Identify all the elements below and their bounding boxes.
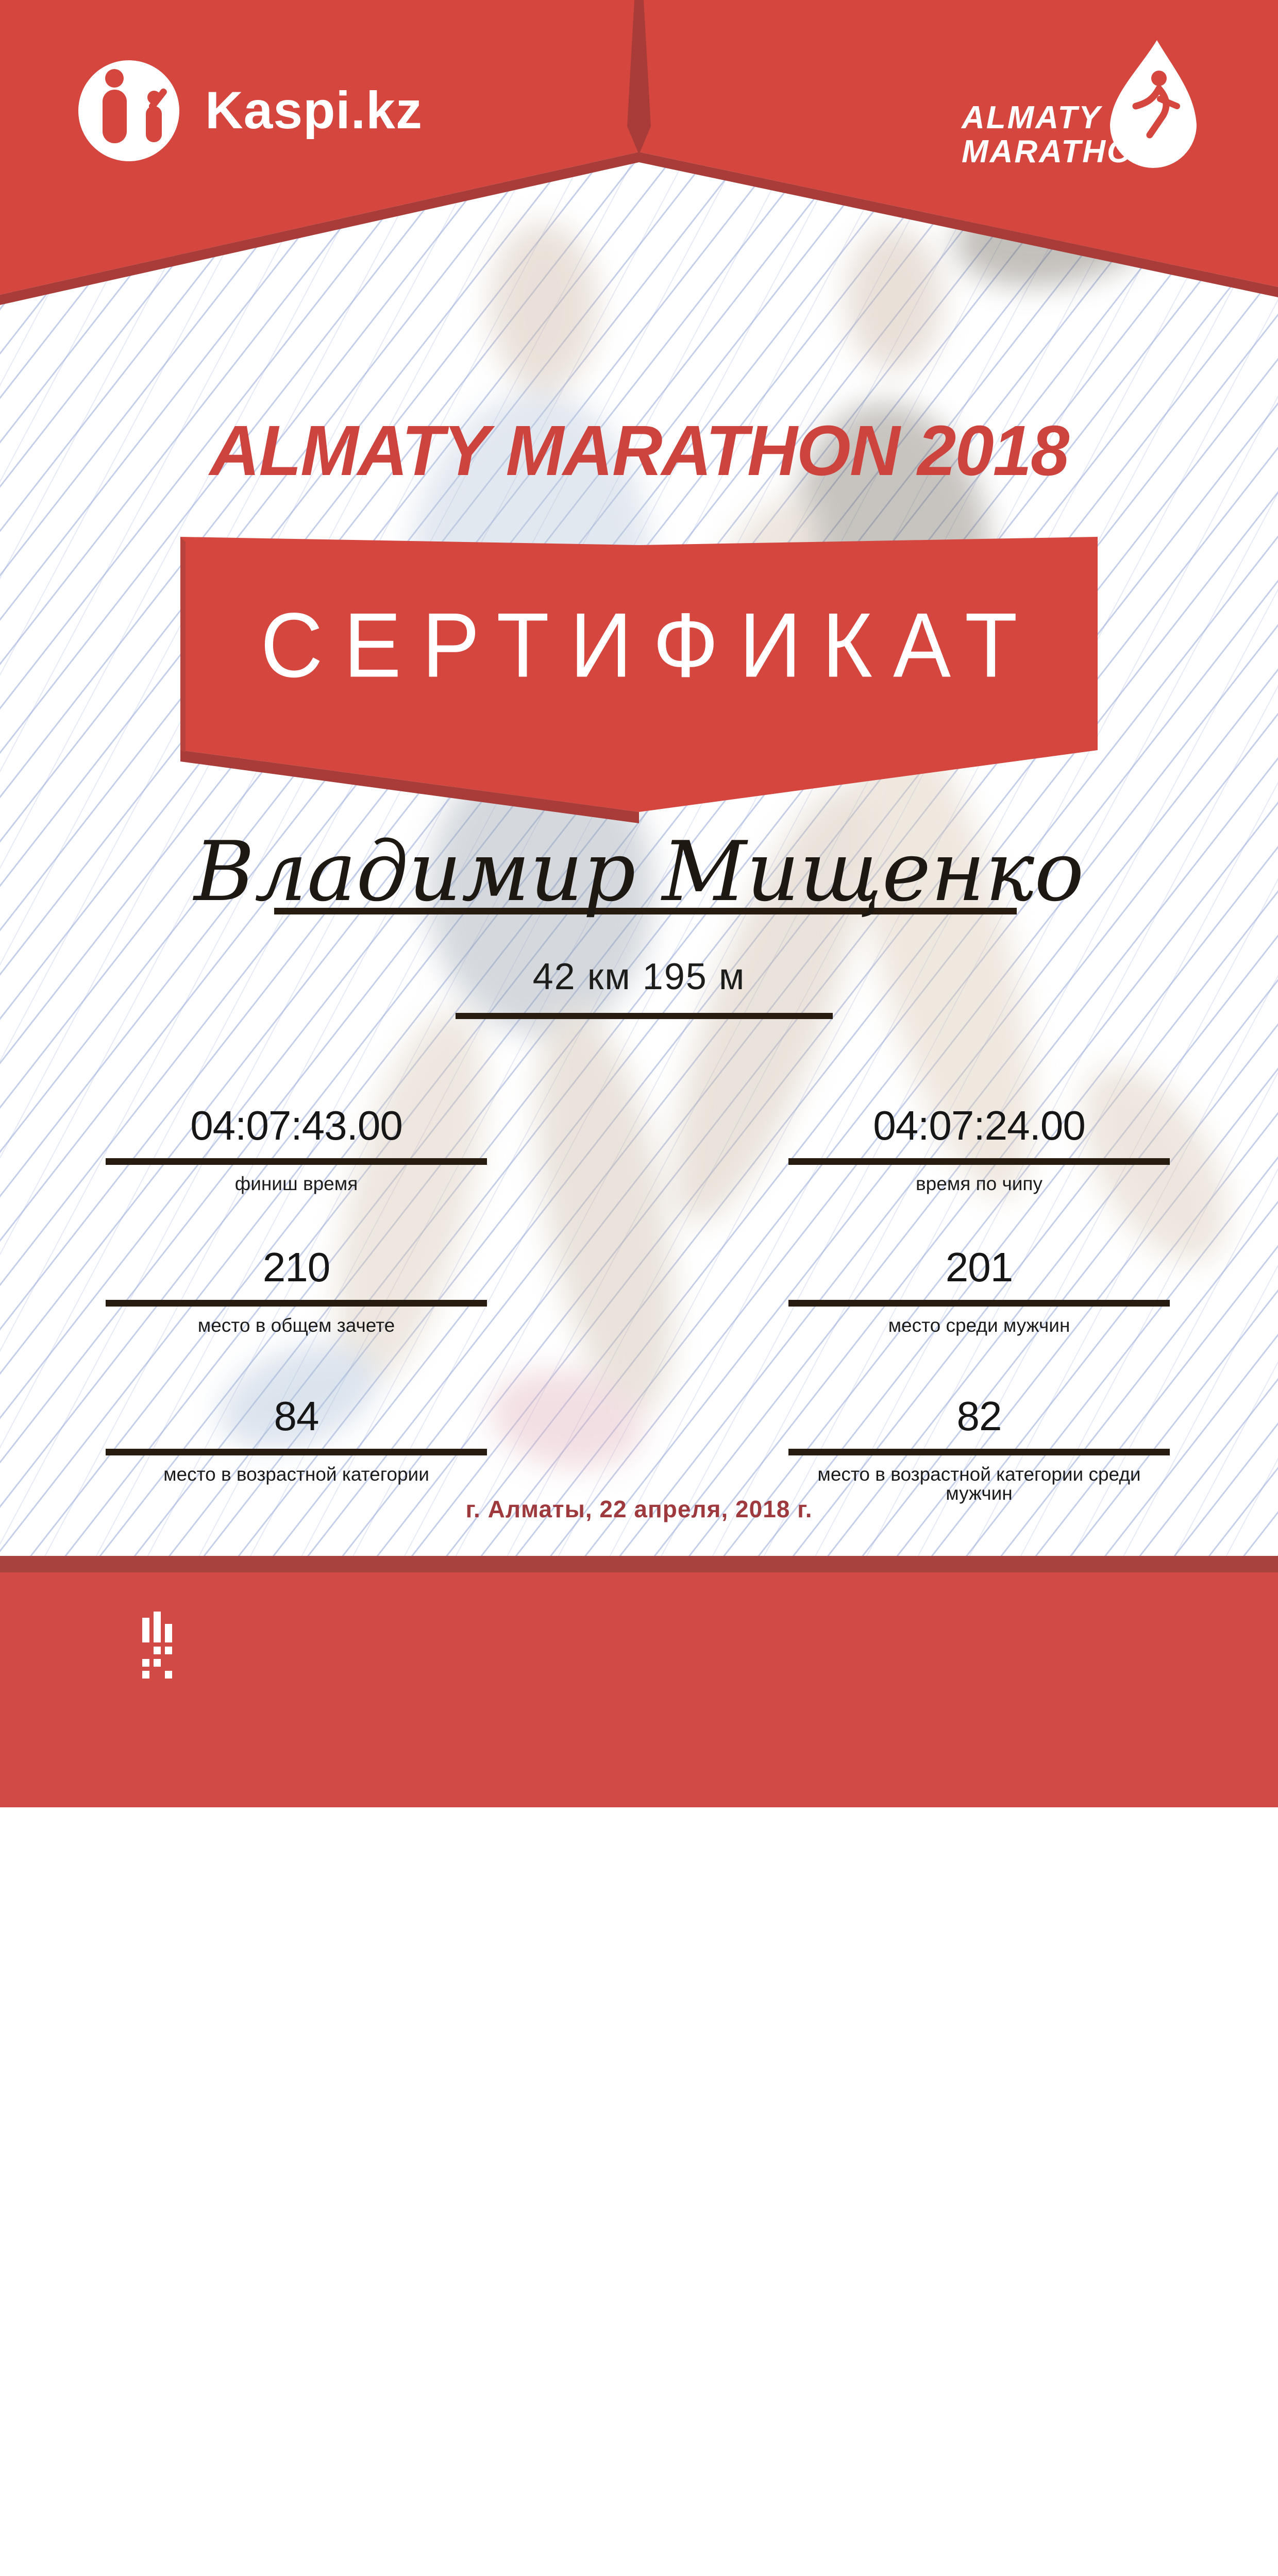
- kaspi-logo-icon: [78, 60, 179, 161]
- age-place-label: место в возрастной категории: [163, 1464, 429, 1485]
- age-place-value: 84: [274, 1393, 320, 1439]
- age-gender-place-underline: [788, 1449, 1170, 1455]
- age-place-underline: [106, 1449, 487, 1455]
- gender-place-value: 201: [945, 1244, 1013, 1290]
- chip-time-label: время по чипу: [916, 1173, 1042, 1194]
- almaty-marathon-logo-line2: MARATHON: [962, 134, 1158, 170]
- almaty-marathon-logo-icon: [1110, 40, 1197, 168]
- gender-place-label: место среди мужчин: [888, 1315, 1070, 1336]
- guilloche-background: [0, 0, 1278, 1807]
- result-gender-place: 201 место среди мужчин: [788, 1247, 1170, 1335]
- header-center-fold: [627, 0, 651, 155]
- certificate-banner: [180, 537, 1098, 823]
- age-gender-place-value: 82: [956, 1393, 1002, 1439]
- certificate-label: СЕРТИФИКАТ: [260, 594, 1038, 697]
- kaspi-logo-text: Kaspi.kz: [205, 81, 423, 140]
- chip-time-underline: [788, 1158, 1170, 1165]
- yessenov-foundation-icon: [142, 1612, 172, 1679]
- age-gender-place-label: место в возрастной категории среди мужчи…: [817, 1464, 1141, 1504]
- gender-place-underline: [788, 1300, 1170, 1307]
- almaty-marathon-logo-text: ALMATY MARATHON: [962, 101, 1158, 169]
- footer-accent-bar: [0, 1556, 1278, 1572]
- distance: 42 км 195 м: [532, 956, 746, 997]
- date-location: г. Алматы, 22 апреля, 2018 г.: [465, 1496, 813, 1522]
- event-title: ALMATY MARATHON 2018: [209, 411, 1069, 490]
- certificate-page: { "page": {"width": 2480, "height": 3508…: [0, 0, 1278, 1807]
- result-finish-time: 04:07:43.00 финиш время: [106, 1105, 487, 1193]
- almaty-marathon-logo-line1: ALMATY: [962, 100, 1102, 135]
- result-overall-place: 210 место в общем зачете: [106, 1247, 487, 1335]
- overall-place-underline: [106, 1300, 487, 1307]
- header-and-banner-graphics: [0, 0, 1278, 823]
- overall-place-label: место в общем зачете: [197, 1315, 395, 1336]
- finish-time-underline: [106, 1158, 487, 1165]
- result-age-gender-place: 82 место в возрастной категории среди му…: [788, 1396, 1170, 1503]
- finish-time-value: 04:07:43.00: [190, 1103, 403, 1148]
- overall-place-value: 210: [262, 1244, 330, 1290]
- chip-time-value: 04:07:24.00: [873, 1103, 1086, 1148]
- distance-underline: [456, 1013, 833, 1019]
- participant-name: Владимир Мищенко: [194, 823, 1084, 920]
- sponsors-footer: SHAKHMARDAN YESSENOV FOUNDATION Sulpak S…: [0, 1572, 1278, 1807]
- result-chip-time: 04:07:24.00 время по чипу: [788, 1105, 1170, 1193]
- result-age-place: 84 место в возрастной категории: [106, 1396, 487, 1484]
- name-underline: [274, 908, 1017, 914]
- finish-time-label: финиш время: [234, 1173, 358, 1194]
